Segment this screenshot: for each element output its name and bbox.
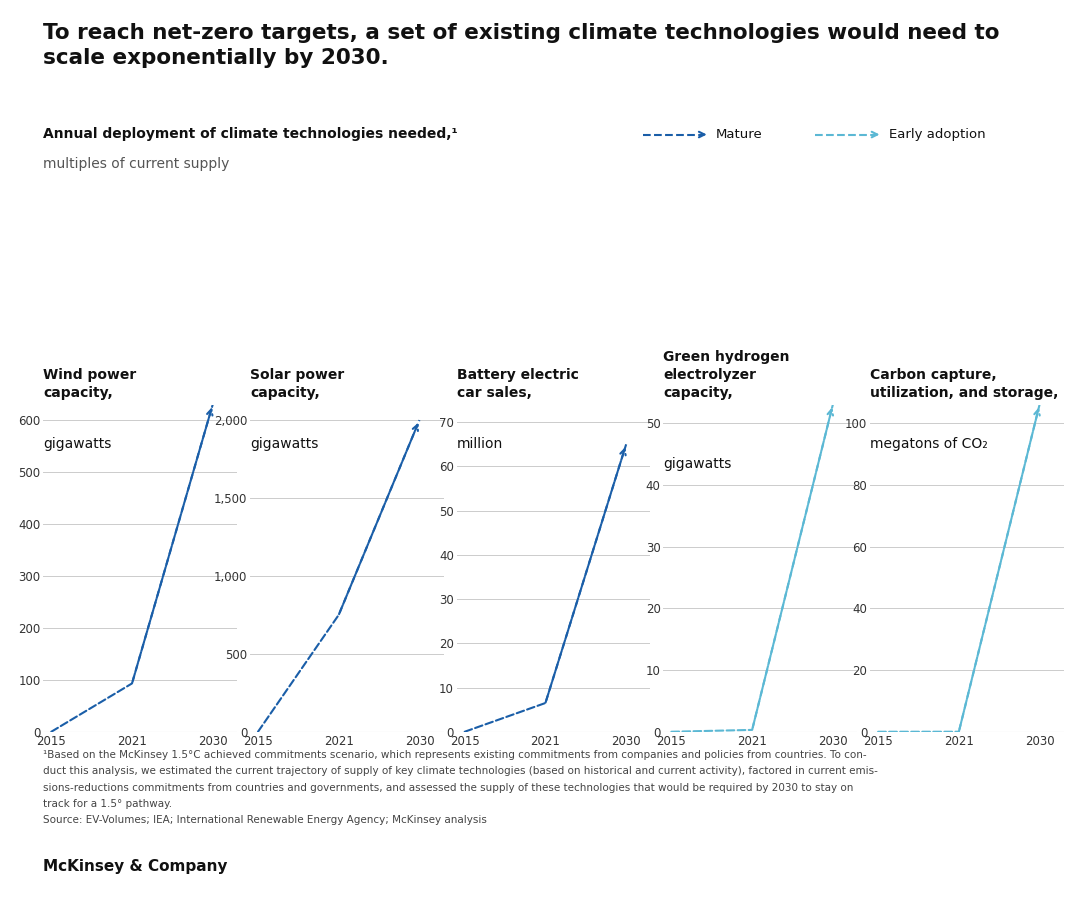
Text: Battery electric
car sales,: Battery electric car sales, (457, 368, 579, 400)
Text: megatons of CO₂: megatons of CO₂ (870, 437, 988, 451)
Text: McKinsey & Company: McKinsey & Company (43, 859, 228, 874)
Text: sions-reductions commitments from countries and governments, and assessed the su: sions-reductions commitments from countr… (43, 783, 853, 793)
Text: gigawatts: gigawatts (43, 437, 111, 451)
Text: Green hydrogen
electrolyzer
capacity,: Green hydrogen electrolyzer capacity, (663, 350, 789, 400)
Text: million: million (457, 437, 503, 451)
Text: gigawatts: gigawatts (663, 457, 732, 471)
Text: Mature: Mature (716, 128, 762, 141)
Text: gigawatts: gigawatts (249, 437, 319, 451)
Text: track for a 1.5° pathway.: track for a 1.5° pathway. (43, 799, 173, 809)
Text: To reach net-zero targets, a set of existing climate technologies would need to
: To reach net-zero targets, a set of exis… (43, 23, 1000, 67)
Text: Solar power
capacity,: Solar power capacity, (249, 368, 345, 400)
Text: ¹Based on the McKinsey 1.5°C achieved commitments scenario, which represents exi: ¹Based on the McKinsey 1.5°C achieved co… (43, 750, 867, 760)
Text: Annual deployment of climate technologies needed,¹: Annual deployment of climate technologie… (43, 127, 458, 141)
Text: duct this analysis, we estimated the current trajectory of supply of key climate: duct this analysis, we estimated the cur… (43, 766, 878, 776)
Text: multiples of current supply: multiples of current supply (43, 157, 230, 171)
Text: Carbon capture,
utilization, and storage,: Carbon capture, utilization, and storage… (870, 368, 1058, 400)
Text: Wind power
capacity,: Wind power capacity, (43, 368, 136, 400)
Text: Source: EV-Volumes; IEA; International Renewable Energy Agency; McKinsey analysi: Source: EV-Volumes; IEA; International R… (43, 815, 487, 825)
Text: Early adoption: Early adoption (889, 128, 985, 141)
